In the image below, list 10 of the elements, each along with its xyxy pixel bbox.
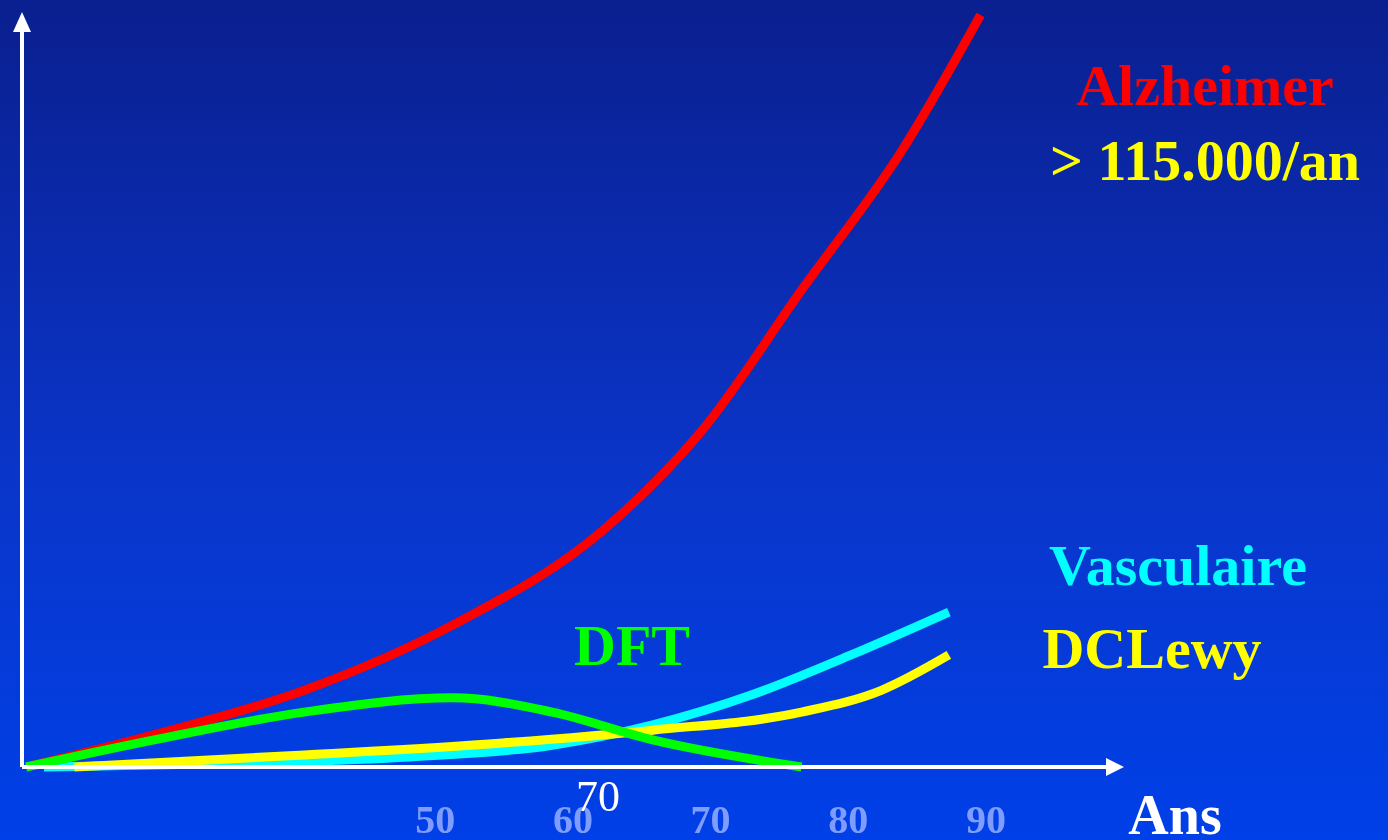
series-label: Vasculaire — [1049, 532, 1307, 598]
x-tick-label: 50 — [415, 797, 456, 840]
x-tick-label: 90 — [966, 797, 1007, 840]
series-label: DFT — [574, 612, 690, 678]
series-label: Alzheimer — [1076, 52, 1334, 118]
series-label: DCLewy — [1042, 615, 1262, 681]
x-tick-label: 80 — [828, 797, 869, 840]
x-tick-label: 70 — [690, 797, 731, 840]
x-axis-title: Ans — [1128, 784, 1222, 840]
annotation: > 115.000/an — [1049, 127, 1361, 193]
